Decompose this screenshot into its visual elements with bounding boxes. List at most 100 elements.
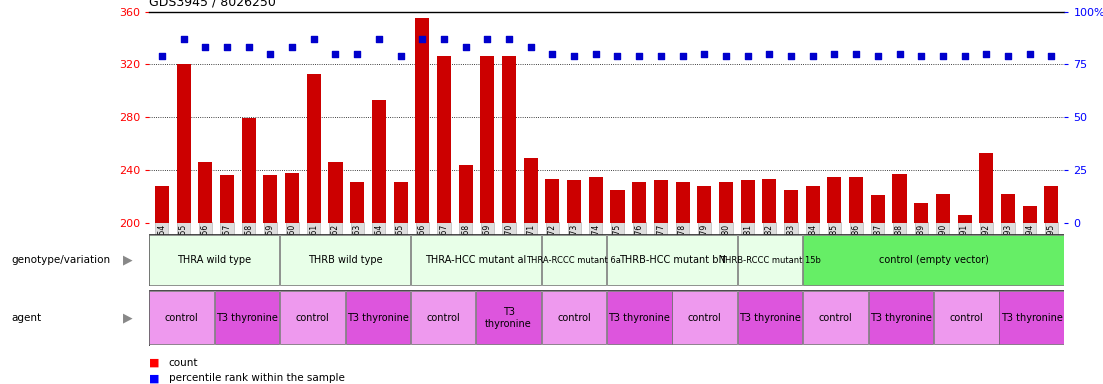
Text: agent: agent <box>11 313 41 323</box>
Point <box>631 53 649 59</box>
Point <box>435 36 452 42</box>
Bar <box>870 195 885 384</box>
Point <box>414 36 431 42</box>
Bar <box>719 182 733 384</box>
Bar <box>762 179 777 384</box>
Bar <box>285 172 299 384</box>
Point <box>869 53 887 59</box>
Bar <box>803 291 868 344</box>
Text: count: count <box>169 358 199 368</box>
Bar <box>957 215 972 384</box>
Bar <box>264 175 278 384</box>
Bar <box>610 190 624 384</box>
Bar <box>502 56 516 384</box>
Bar <box>934 291 998 344</box>
Point <box>652 53 670 59</box>
Point <box>153 53 171 59</box>
Text: T3 thyronine: T3 thyronine <box>609 313 671 323</box>
Bar <box>784 190 799 384</box>
Text: control: control <box>426 313 460 323</box>
Text: ▶: ▶ <box>122 311 132 324</box>
Bar <box>738 235 802 285</box>
Point <box>349 51 366 57</box>
Point <box>609 53 627 59</box>
Bar <box>869 291 933 344</box>
Text: THRB-RCCC mutant 15b: THRB-RCCC mutant 15b <box>719 256 821 265</box>
Bar <box>607 235 737 285</box>
Point <box>696 51 714 57</box>
Point <box>956 53 974 59</box>
Bar <box>675 182 689 384</box>
Bar <box>394 182 408 384</box>
Text: THRA-RCCC mutant 6a: THRA-RCCC mutant 6a <box>526 256 621 265</box>
Point <box>479 36 496 42</box>
Point <box>174 36 192 42</box>
Point <box>1042 53 1060 59</box>
Point <box>544 51 561 57</box>
Bar <box>673 291 737 344</box>
Point <box>891 51 909 57</box>
Bar <box>979 153 994 384</box>
Bar <box>607 291 672 344</box>
Text: T3 thyronine: T3 thyronine <box>346 313 409 323</box>
Text: ■: ■ <box>149 373 163 383</box>
Bar <box>1000 194 1015 384</box>
Text: control (empty vector): control (empty vector) <box>879 255 988 265</box>
Text: control: control <box>557 313 591 323</box>
Point <box>977 51 995 57</box>
Point <box>196 44 214 50</box>
Text: THRB-HCC mutant bN: THRB-HCC mutant bN <box>619 255 726 265</box>
Bar <box>176 64 191 384</box>
Text: THRB wild type: THRB wild type <box>308 255 383 265</box>
Bar <box>372 100 386 384</box>
Bar <box>219 175 234 384</box>
Text: T3 thyronine: T3 thyronine <box>216 313 278 323</box>
Text: control: control <box>818 313 853 323</box>
Text: T3 thyronine: T3 thyronine <box>739 313 801 323</box>
Bar <box>411 235 540 285</box>
Bar <box>892 174 907 384</box>
Bar <box>740 180 754 384</box>
Bar <box>476 291 540 344</box>
Bar <box>654 180 668 384</box>
Text: T3 thyronine: T3 thyronine <box>870 313 932 323</box>
Point <box>522 44 539 50</box>
Bar <box>350 182 364 384</box>
Text: genotype/variation: genotype/variation <box>11 255 110 265</box>
Point <box>239 44 257 50</box>
Bar <box>542 235 607 285</box>
Bar <box>329 162 343 384</box>
Text: T3
thyronine: T3 thyronine <box>485 307 532 329</box>
Point <box>804 53 822 59</box>
Point <box>587 51 604 57</box>
Text: T3 thyronine: T3 thyronine <box>1000 313 1062 323</box>
Point <box>500 36 517 42</box>
Point <box>847 51 865 57</box>
Point <box>674 53 692 59</box>
Bar <box>545 179 559 384</box>
Point <box>912 53 930 59</box>
Bar <box>803 235 1064 285</box>
Point <box>457 44 474 50</box>
Bar <box>149 291 214 344</box>
Bar <box>415 18 429 384</box>
Bar <box>524 158 538 384</box>
Point <box>761 51 779 57</box>
Text: THRA-HCC mutant al: THRA-HCC mutant al <box>426 255 526 265</box>
Bar <box>827 177 842 384</box>
Point <box>326 51 344 57</box>
Bar <box>242 118 256 384</box>
Text: percentile rank within the sample: percentile rank within the sample <box>169 373 344 383</box>
Point <box>782 53 800 59</box>
Bar <box>307 74 321 384</box>
Point <box>565 53 582 59</box>
Bar <box>280 291 344 344</box>
Point <box>1021 51 1039 57</box>
Bar <box>914 203 929 384</box>
Bar <box>589 177 603 384</box>
Bar <box>215 291 279 344</box>
Point <box>739 53 757 59</box>
Text: GDS3945 / 8026250: GDS3945 / 8026250 <box>149 0 276 9</box>
Bar <box>411 291 475 344</box>
Point <box>826 51 844 57</box>
